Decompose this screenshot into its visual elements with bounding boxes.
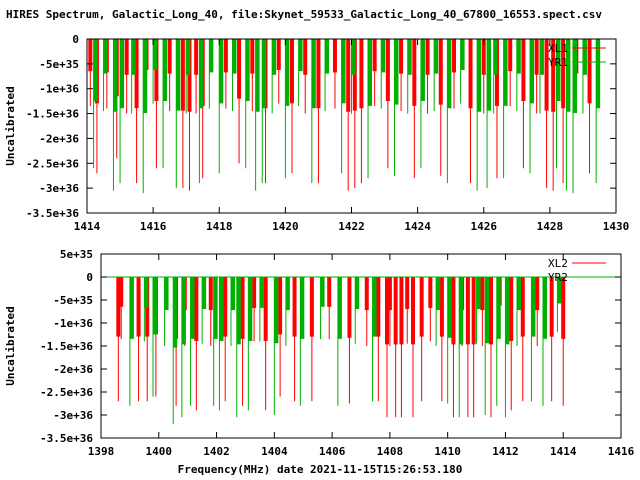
x-tick-label-2-5: 1408 [377,445,404,458]
x-tick-label-2-3: 1404 [261,445,288,458]
y-tick-label-1-7: -3.5e+36 [26,207,79,220]
y-tick-label-1-4: -2e+36 [39,132,79,145]
x-tick-label-1-4: 1422 [338,220,365,233]
y-tick-label-2-5: -2e+36 [53,363,93,376]
legend-label-yr1: YR1 [548,56,568,69]
y-tick-label-1-5: -2.5e+36 [26,157,79,170]
y-tick-label-1-1: -5e+35 [39,58,79,71]
x-tick-label-1-1: 1416 [140,220,167,233]
x-tick-label-1-6: 1426 [471,220,498,233]
page-title: HIRES Spectrum, Galactic_Long_40, file:S… [6,8,603,21]
y-tick-label-2-6: -2.5e+36 [40,386,93,399]
y-tick-label-2-8: -3.5e+36 [40,432,93,445]
x-tick-label-1-7: 1428 [537,220,564,233]
y-tick-label-2-3: -1e+36 [53,317,93,330]
x-tick-label-1-5: 1424 [404,220,431,233]
x-tick-label-1-3: 1420 [272,220,299,233]
y-tick-label-2-2: -5e+35 [53,294,93,307]
x-tick-label-1-0: 1414 [74,220,101,233]
x-tick-label-1-8: 1430 [603,220,630,233]
y-tick-label-1-0: 0 [72,33,79,46]
y-tick-label-1-3: -1.5e+36 [26,108,79,121]
x-tick-label-2-6: 1410 [434,445,461,458]
x-tick-label-2-8: 1414 [550,445,577,458]
y-tick-label-2-4: -1.5e+36 [40,340,93,353]
y-axis-label-1: Uncalibrated [4,86,17,165]
legend-label-yr2: YR2 [548,271,568,284]
x-tick-label-1-2: 1418 [206,220,233,233]
legend-label-xl2: XL2 [548,257,568,270]
legend-label-xl1: XL1 [548,42,568,55]
y-tick-label-1-6: -3e+36 [39,182,79,195]
x-tick-label-2-9: 1416 [608,445,635,458]
y-tick-label-2-0: 5e+35 [60,248,93,261]
y-tick-label-2-1: 0 [86,271,93,284]
x-axis-label: Frequency(MHz) date 2021-11-15T15:26:53.… [177,463,463,476]
x-tick-label-2-1: 1400 [146,445,173,458]
x-tick-label-2-4: 1406 [319,445,346,458]
x-tick-label-2-2: 1402 [203,445,230,458]
y-axis-label-2: Uncalibrated [4,306,17,385]
y-tick-label-2-7: -3e+36 [53,409,93,422]
x-tick-label-2-0: 1398 [88,445,115,458]
x-tick-label-2-7: 1412 [492,445,519,458]
y-tick-label-1-2: -1e+36 [39,83,79,96]
